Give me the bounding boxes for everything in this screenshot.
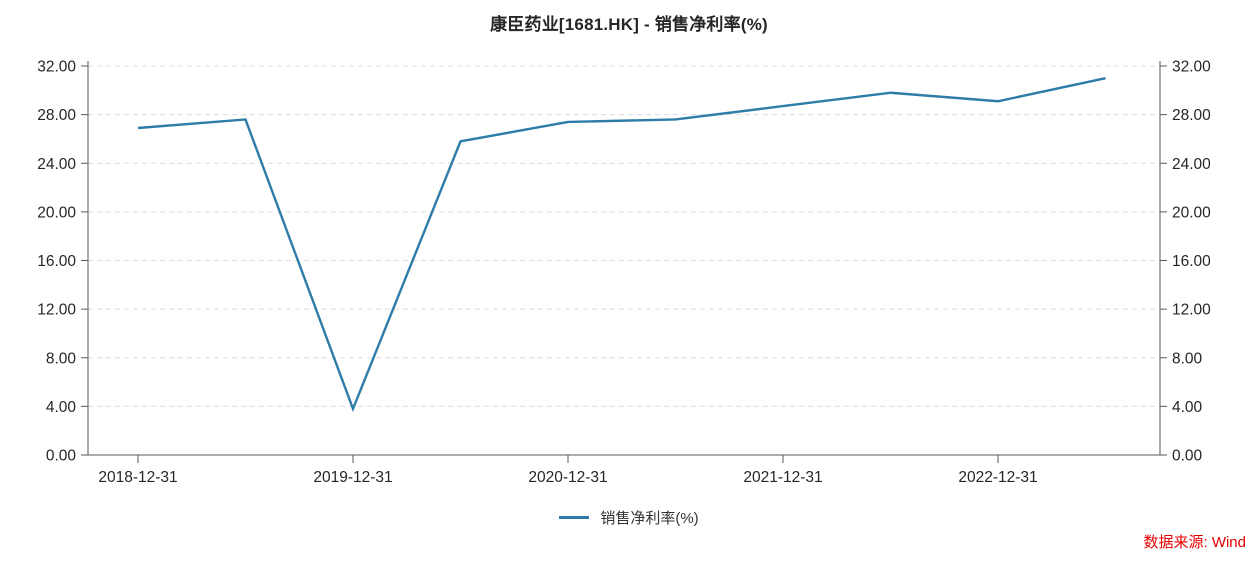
y-axis-tick-label-right: 24.00 — [1172, 156, 1211, 173]
legend: 销售净利率(%) — [0, 507, 1258, 528]
y-axis-tick-label-left: 8.00 — [46, 350, 77, 367]
x-axis-tick-label: 2018-12-31 — [98, 469, 177, 486]
series-line — [137, 76, 1106, 413]
y-axis-tick-label-right: 32.00 — [1172, 59, 1211, 76]
y-axis-tick-label-right: 20.00 — [1172, 204, 1211, 221]
y-axis-tick-label-right: 8.00 — [1172, 350, 1203, 367]
x-axis-tick-label: 2022-12-31 — [958, 469, 1037, 486]
y-axis-tick-label-right: 0.00 — [1172, 448, 1203, 465]
y-axis-tick-label-left: 16.00 — [37, 253, 76, 270]
y-axis-tick-label-left: 0.00 — [46, 448, 77, 465]
y-axis-tick-label-left: 28.00 — [37, 107, 76, 124]
legend-label: 销售净利率(%) — [600, 510, 699, 527]
y-axis-tick-label-left: 12.00 — [37, 302, 76, 319]
x-axis-tick-label: 2021-12-31 — [743, 469, 822, 486]
y-axis-tick-label-right: 4.00 — [1172, 399, 1203, 416]
chart-title: 康臣药业[1681.HK] - 销售净利率(%) — [490, 15, 768, 34]
y-axis-tick-label-right: 12.00 — [1172, 302, 1211, 319]
y-axis-tick-label-left: 24.00 — [37, 156, 76, 173]
data-source-label: 数据来源: Wind — [1143, 534, 1246, 551]
x-axis-tick-label: 2020-12-31 — [528, 469, 607, 486]
y-axis-tick-label-left: 32.00 — [37, 59, 76, 76]
y-axis-tick-label-left: 4.00 — [46, 399, 77, 416]
y-axis-tick-label-right: 16.00 — [1172, 253, 1211, 270]
y-axis-tick-label-right: 28.00 — [1172, 107, 1211, 124]
legend-line-marker — [559, 516, 590, 519]
x-axis-tick-label: 2019-12-31 — [313, 469, 392, 486]
y-axis-tick-label-left: 20.00 — [37, 204, 76, 221]
